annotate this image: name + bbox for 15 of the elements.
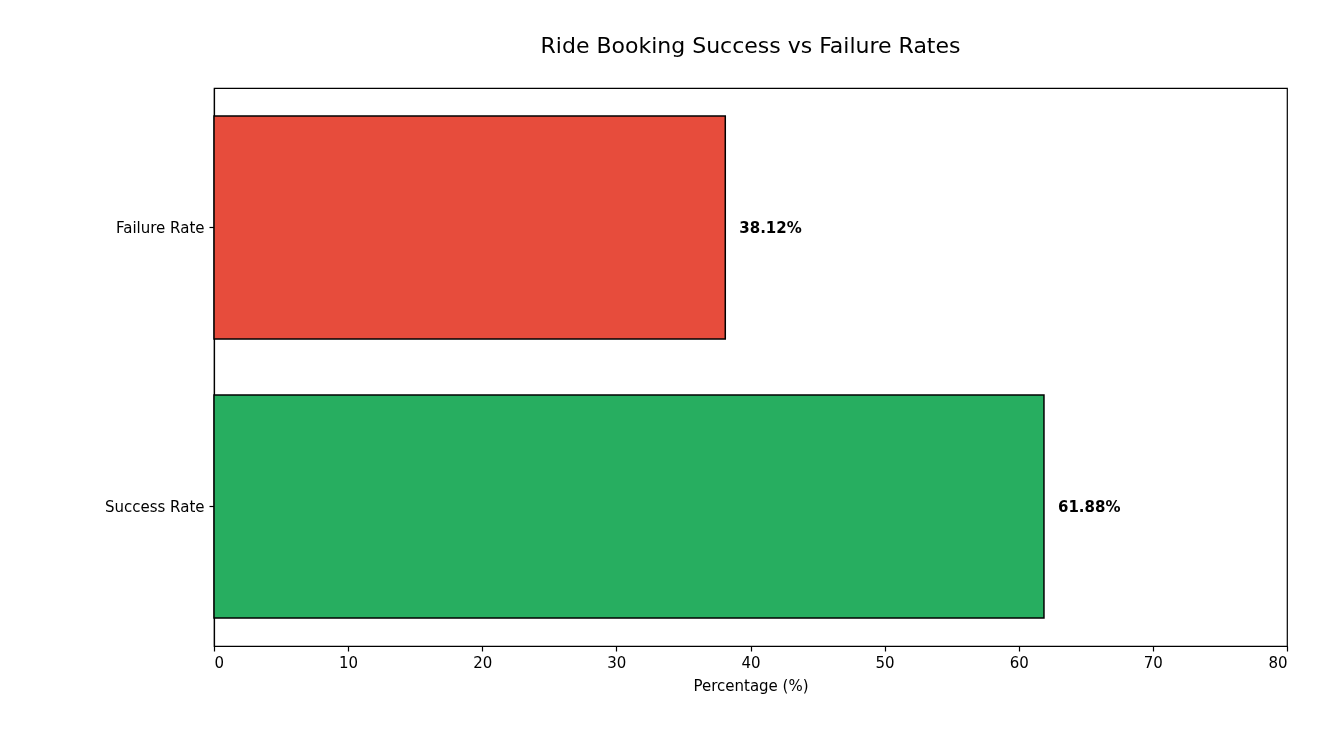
x-tick-label: 60: [1009, 653, 1029, 672]
x-tick-label: 10: [339, 653, 359, 672]
x-tick-label: 0: [214, 653, 225, 672]
y-tick-label: Success Rate: [104, 497, 205, 516]
y-tick-label: Failure Rate: [115, 218, 205, 237]
x-axis-title: Percentage (%): [693, 676, 809, 695]
chart-title: Ride Booking Success vs Failure Rates: [540, 33, 961, 58]
x-tick-label: 30: [607, 653, 627, 672]
data-label: 38.12%: [739, 218, 802, 237]
x-tick-label: 40: [741, 653, 761, 672]
data-label: 61.88%: [1057, 497, 1121, 516]
x-tick-label: 50: [875, 653, 895, 672]
x-tick-label: 70: [1143, 653, 1163, 672]
x-tick-label: 20: [473, 653, 493, 672]
x-tick-label: 80: [1268, 653, 1288, 672]
